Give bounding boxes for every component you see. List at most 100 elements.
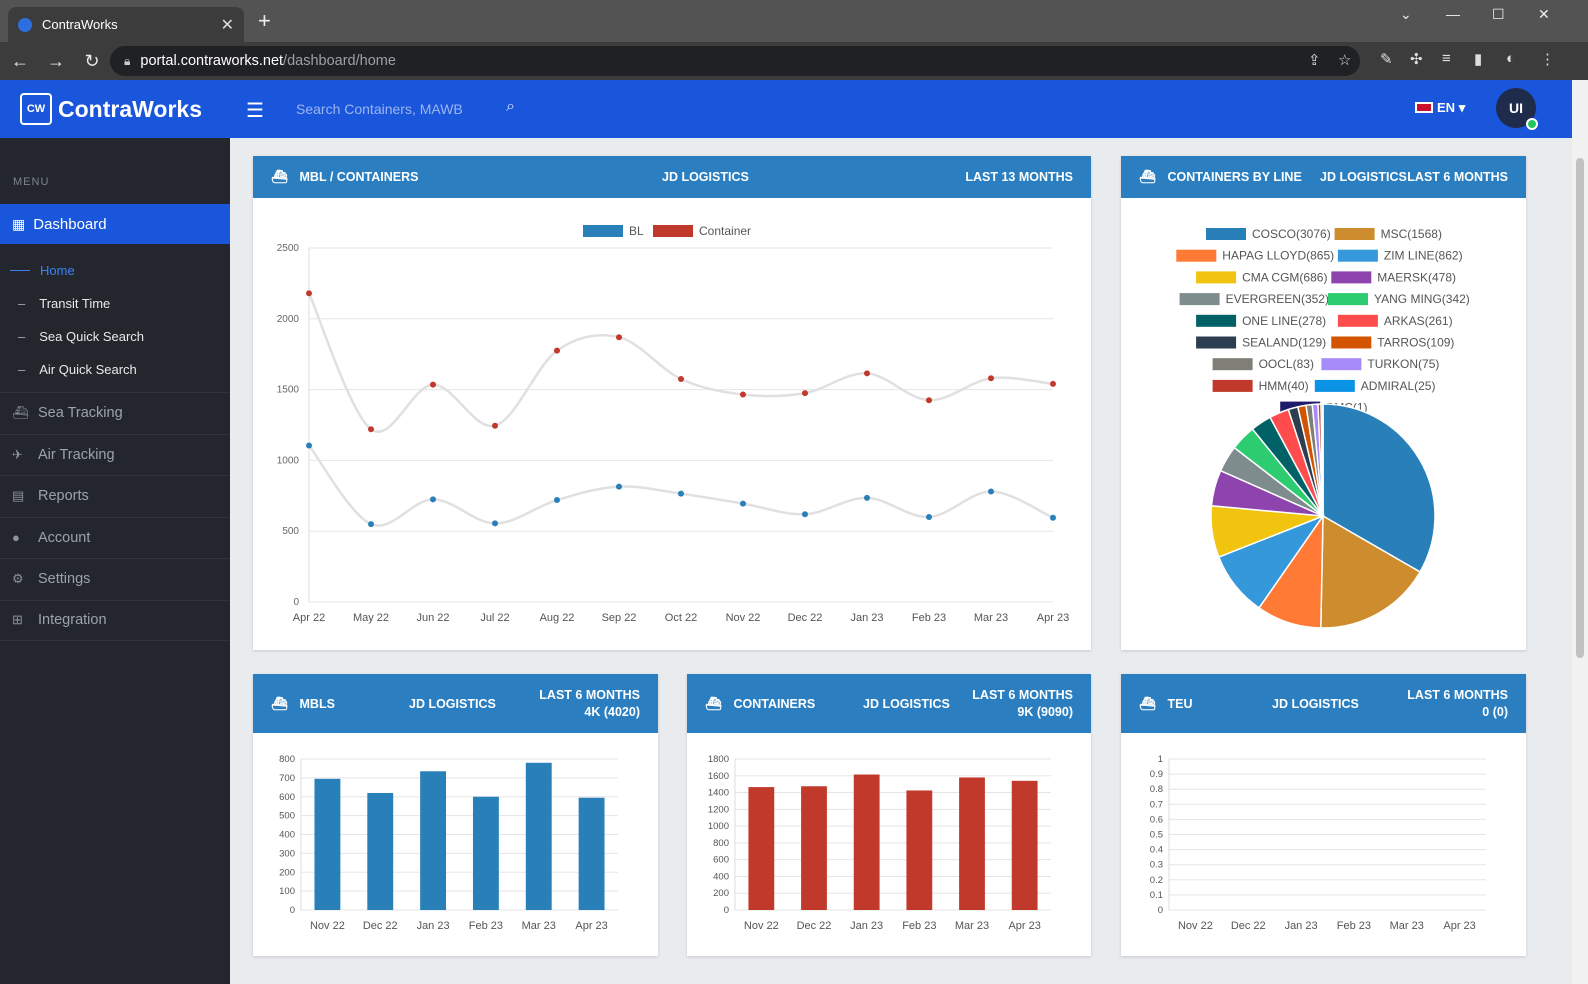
- y-tick-label: 0: [293, 597, 299, 608]
- puzzle-icon[interactable]: ✣: [1410, 51, 1423, 68]
- x-tick-label: Apr 23: [1037, 612, 1069, 624]
- close-tab-icon[interactable]: ✕: [220, 16, 234, 34]
- sidebar-subitem-transit-time[interactable]: – Transit Time: [0, 287, 230, 320]
- chevron-down-icon[interactable]: ⌄: [1400, 6, 1412, 22]
- lock-icon: 🔒︎: [124, 53, 131, 68]
- favicon-icon: [18, 17, 32, 32]
- y-tick-label: 0.6: [1150, 814, 1163, 825]
- brand-name: ContraWorks: [58, 95, 202, 122]
- y-tick-label: 0.8: [1150, 784, 1163, 795]
- maximize-icon[interactable]: ☐: [1492, 6, 1505, 22]
- close-window-icon[interactable]: ✕: [1538, 6, 1550, 22]
- sitemap-icon: ⊞: [12, 612, 23, 628]
- x-tick-label: Apr 23: [575, 920, 607, 932]
- bar: [367, 792, 394, 910]
- sidebar-item-reports[interactable]: ▤ Reports: [0, 475, 230, 517]
- data-point: [554, 347, 560, 354]
- sidebar-item-integration[interactable]: ⊞ Integration: [0, 599, 230, 641]
- browser-tab[interactable]: ContraWorks ✕: [8, 7, 244, 42]
- ship-icon: ⛴: [12, 405, 29, 421]
- data-point: [864, 494, 870, 501]
- user-icon: ●: [12, 530, 20, 546]
- star-icon[interactable]: ☆: [1338, 52, 1352, 69]
- ship-icon: ⛴: [271, 169, 288, 184]
- y-tick-label: 400: [279, 830, 295, 841]
- data-point: [802, 511, 808, 518]
- sidebar-item-settings[interactable]: ⚙ Settings: [0, 558, 230, 600]
- forward-icon[interactable]: →: [47, 50, 65, 71]
- bar: [472, 796, 499, 910]
- bar: [1011, 780, 1038, 910]
- new-tab-button[interactable]: +: [258, 8, 271, 33]
- mbls-card: ⛴ MBLS JD LOGISTICS LAST 6 MONTHS 4K (402…: [253, 674, 658, 956]
- legend-swatch: [1331, 336, 1372, 349]
- sidebar-subitem-home[interactable]: Home: [0, 254, 230, 287]
- legend-swatch: [1212, 358, 1253, 371]
- brand[interactable]: CW ContraWorks: [0, 80, 230, 138]
- data-point: [554, 497, 560, 504]
- x-tick-label: Dec 22: [1231, 920, 1266, 932]
- scrollbar[interactable]: [1572, 80, 1588, 984]
- y-tick-label: 0.7: [1150, 799, 1163, 810]
- reload-icon[interactable]: ↻: [84, 50, 100, 71]
- plane-icon: ✈: [12, 446, 23, 462]
- x-tick-label: Mar 23: [974, 612, 1008, 624]
- y-tick-label: 500: [279, 811, 295, 822]
- tab-strip: ContraWorks ✕ + ⌄ — ☐ ✕: [0, 0, 1588, 42]
- minimize-icon[interactable]: —: [1446, 6, 1460, 22]
- card-title: MBL / CONTAINERS: [299, 170, 419, 184]
- sidebar-item-account[interactable]: ● Account: [0, 516, 230, 559]
- card-period-block: LAST 6 MONTHS 4K (4020): [539, 687, 640, 721]
- card-title: CONTAINERS: [733, 696, 816, 711]
- legend-label: ONE LINE(278): [1242, 314, 1326, 328]
- caret-down-icon: ▾: [1458, 100, 1466, 115]
- search-input[interactable]: [288, 94, 528, 124]
- card-company: JD LOGISTICS: [662, 170, 749, 184]
- sidebar-subitem-label: Air Quick Search: [39, 362, 137, 377]
- extension-pen-icon[interactable]: ✎: [1380, 51, 1393, 68]
- legend-swatch: [1337, 314, 1378, 327]
- sidebar-item-air-tracking[interactable]: ✈ Air Tracking: [0, 433, 230, 476]
- avatar[interactable]: UI: [1496, 88, 1538, 130]
- series-line: [308, 444, 1054, 527]
- kebab-menu-icon[interactable]: ⋮: [1540, 51, 1555, 68]
- legend-swatch: [1337, 249, 1378, 262]
- y-tick-label: 0: [724, 905, 729, 916]
- y-tick-label: 1000: [277, 455, 300, 466]
- bar: [420, 771, 447, 910]
- x-tick-label: Dec 22: [797, 920, 832, 932]
- y-tick-label: 200: [279, 867, 295, 878]
- legend-label: OOCL(83): [1259, 357, 1314, 371]
- profile-icon[interactable]: ◐: [1506, 50, 1516, 67]
- url-path: /dashboard/home: [283, 53, 396, 69]
- data-point: [368, 521, 374, 528]
- x-tick-label: Sep 22: [602, 612, 637, 624]
- hamburger-icon[interactable]: ☰: [246, 100, 264, 122]
- legend-label: YANG MING(342): [1374, 292, 1470, 306]
- data-point: [802, 390, 808, 397]
- sidebar-subitem-air-quick-search[interactable]: – Air Quick Search: [0, 353, 230, 386]
- back-icon[interactable]: ←: [11, 50, 29, 71]
- x-tick-label: Dec 22: [363, 920, 398, 932]
- scrollbar-thumb[interactable]: [1576, 158, 1584, 658]
- x-tick-label: Jan 23: [417, 920, 450, 932]
- share-icon[interactable]: ⇪: [1308, 52, 1321, 69]
- card-company: JD LOGISTICS: [1272, 696, 1359, 711]
- address-bar[interactable]: 🔒︎ portal.contraworks.net/dashboard/home…: [110, 46, 1360, 76]
- y-tick-label: 1000: [708, 821, 729, 832]
- media-icon[interactable]: ≡: [1442, 50, 1451, 67]
- sidebar-item-label: Settings: [38, 571, 91, 588]
- sidebar-item-sea-tracking[interactable]: ⛴ Sea Tracking: [0, 392, 230, 434]
- sidebar-item-dashboard[interactable]: ▦ Dashboard: [0, 204, 230, 244]
- search-icon[interactable]: ⌕: [506, 98, 515, 115]
- sidepanel-icon[interactable]: ▮: [1474, 51, 1483, 68]
- card-total: 0 (0): [1482, 704, 1508, 719]
- data-point: [988, 375, 994, 382]
- x-tick-label: Mar 23: [955, 920, 989, 932]
- ship-icon: ⛴: [1139, 695, 1156, 711]
- sidebar-subitem-sea-quick-search[interactable]: – Sea Quick Search: [0, 320, 230, 353]
- ship-icon: ⛴: [271, 695, 288, 711]
- language-selector[interactable]: EN ▾: [1415, 100, 1465, 116]
- data-point: [864, 370, 870, 377]
